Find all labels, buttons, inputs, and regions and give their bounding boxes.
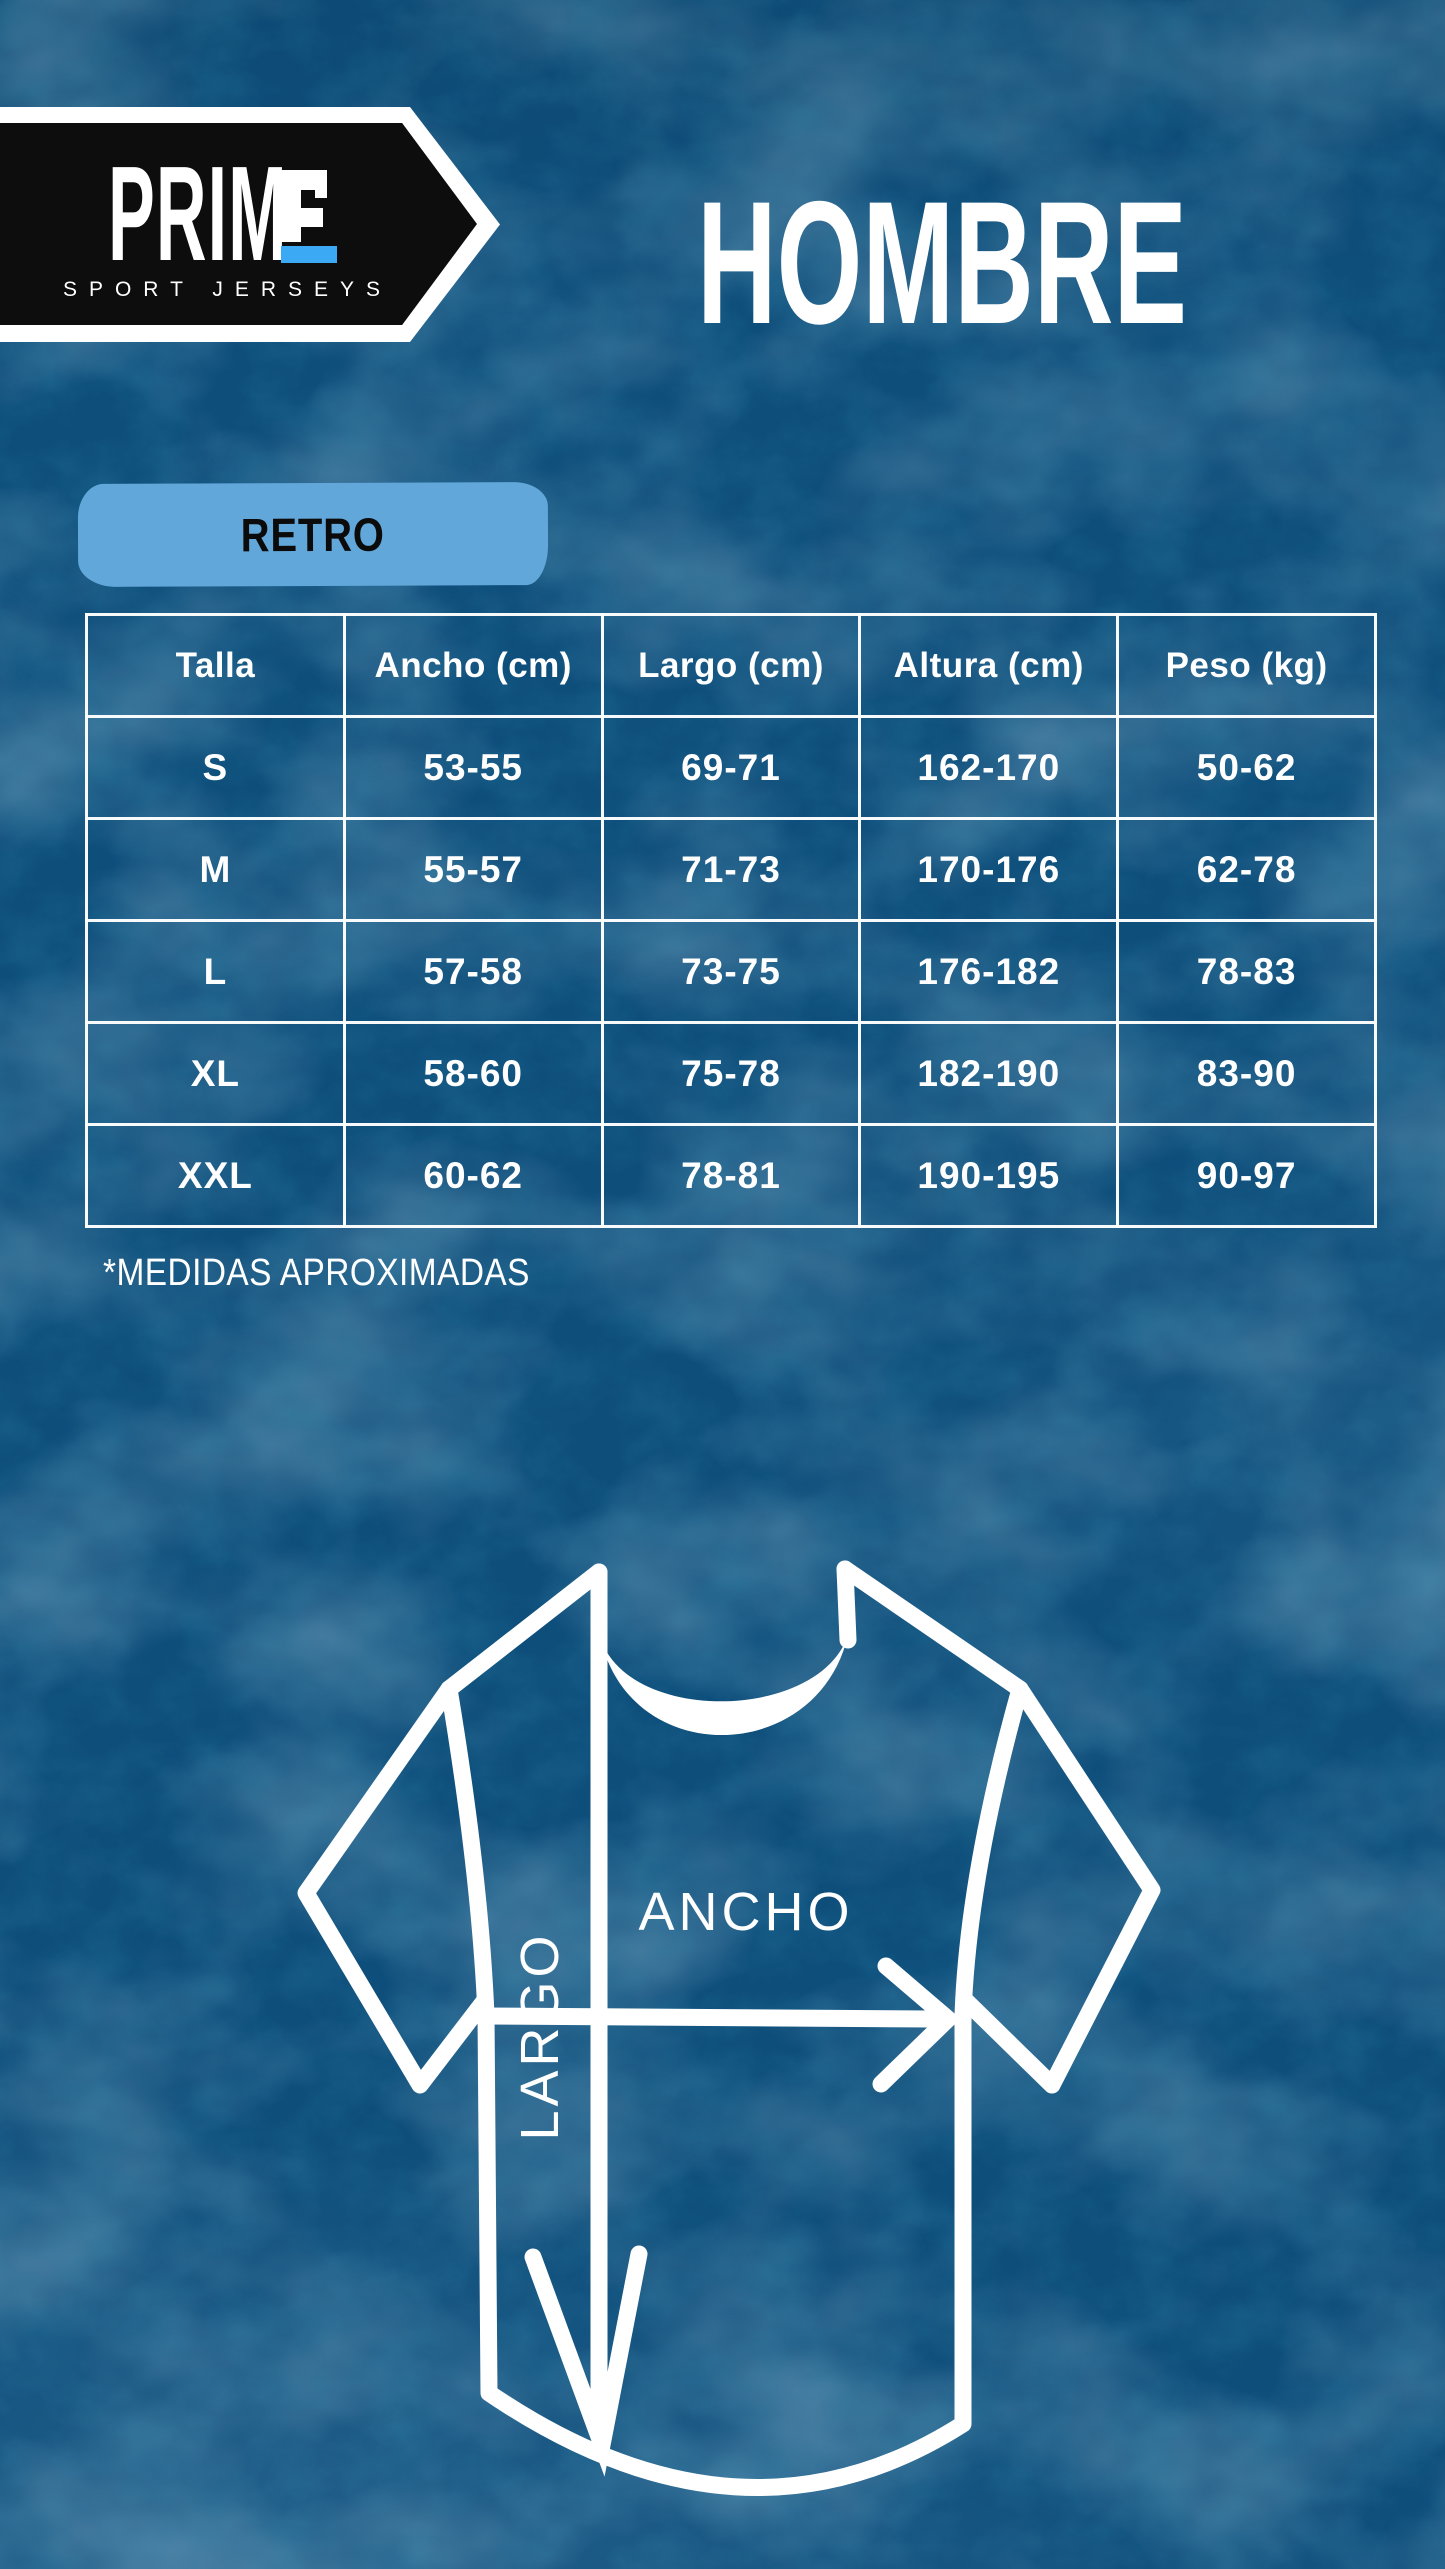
size-label: M <box>85 817 346 922</box>
size-row-xxl: XXL 60-62 78-81 190-195 90-97 <box>85 1123 1377 1228</box>
size-cell: 78-83 <box>1116 919 1377 1024</box>
size-cell: 162-170 <box>858 715 1120 820</box>
size-label: XL <box>85 1021 346 1126</box>
size-cell: 176-182 <box>858 919 1120 1024</box>
tshirt-neckband-icon <box>601 1635 848 1736</box>
size-cell: 69-71 <box>600 715 862 820</box>
tshirt-measurement-diagram <box>297 1560 1161 2496</box>
column-header-peso: Peso (kg) <box>1116 613 1377 718</box>
length-label: LARGO <box>510 1931 570 2141</box>
page-title: HOMBRE <box>697 166 1187 361</box>
brand-tagline: SPORT JERSEYS <box>62 278 393 301</box>
size-row-xl: XL 58-60 75-78 182-190 83-90 <box>85 1021 1377 1126</box>
size-cell: 83-90 <box>1116 1021 1377 1126</box>
size-cell: 73-75 <box>600 919 862 1024</box>
column-header-largo: Largo (cm) <box>600 613 862 718</box>
size-table-grid: Talla Ancho (cm) Largo (cm) Altura (cm) … <box>85 613 1377 1228</box>
size-row-l: L 57-58 73-75 176-182 78-83 <box>85 919 1377 1024</box>
header-row: Talla Ancho (cm) Largo (cm) Altura (cm) … <box>85 613 1377 718</box>
size-label: L <box>85 919 346 1024</box>
column-header-talla: Talla <box>85 613 346 718</box>
size-cell: 90-97 <box>1116 1123 1377 1228</box>
size-cell: 55-57 <box>342 817 604 922</box>
size-cell: 75-78 <box>600 1021 862 1126</box>
size-cell: 57-58 <box>342 919 604 1024</box>
size-cell: 60-62 <box>342 1123 604 1228</box>
logo-blue-underline <box>281 246 337 263</box>
measurements-footnote: *MEDIDAS APROXIMADAS <box>103 1252 530 1294</box>
brand-logo-text: PRIM <box>108 138 288 289</box>
width-label: ANCHO <box>638 1882 854 1942</box>
size-cell: 71-73 <box>600 817 862 922</box>
size-cell: 50-62 <box>1116 715 1377 820</box>
size-row-m: M 55-57 71-73 170-176 62-78 <box>85 817 1377 922</box>
size-cell: 53-55 <box>342 715 604 820</box>
size-row-s: S 53-55 69-71 162-170 50-62 <box>85 715 1377 820</box>
column-header-altura: Altura (cm) <box>858 613 1120 718</box>
size-cell: 62-78 <box>1116 817 1377 922</box>
size-label: XXL <box>85 1123 346 1228</box>
category-badge: RETRO <box>77 481 549 588</box>
size-cell: 170-176 <box>858 817 1120 922</box>
column-header-ancho: Ancho (cm) <box>342 613 604 718</box>
category-badge-label: RETRO <box>240 507 386 562</box>
size-cell: 58-60 <box>342 1021 604 1126</box>
size-cell: 182-190 <box>858 1021 1120 1126</box>
size-cell: 190-195 <box>858 1123 1120 1228</box>
size-table: Talla Ancho (cm) Largo (cm) Altura (cm) … <box>85 613 1377 1228</box>
size-cell: 78-81 <box>600 1123 862 1228</box>
size-label: S <box>85 715 346 820</box>
brand-logo-stylized-e-icon <box>281 170 337 263</box>
